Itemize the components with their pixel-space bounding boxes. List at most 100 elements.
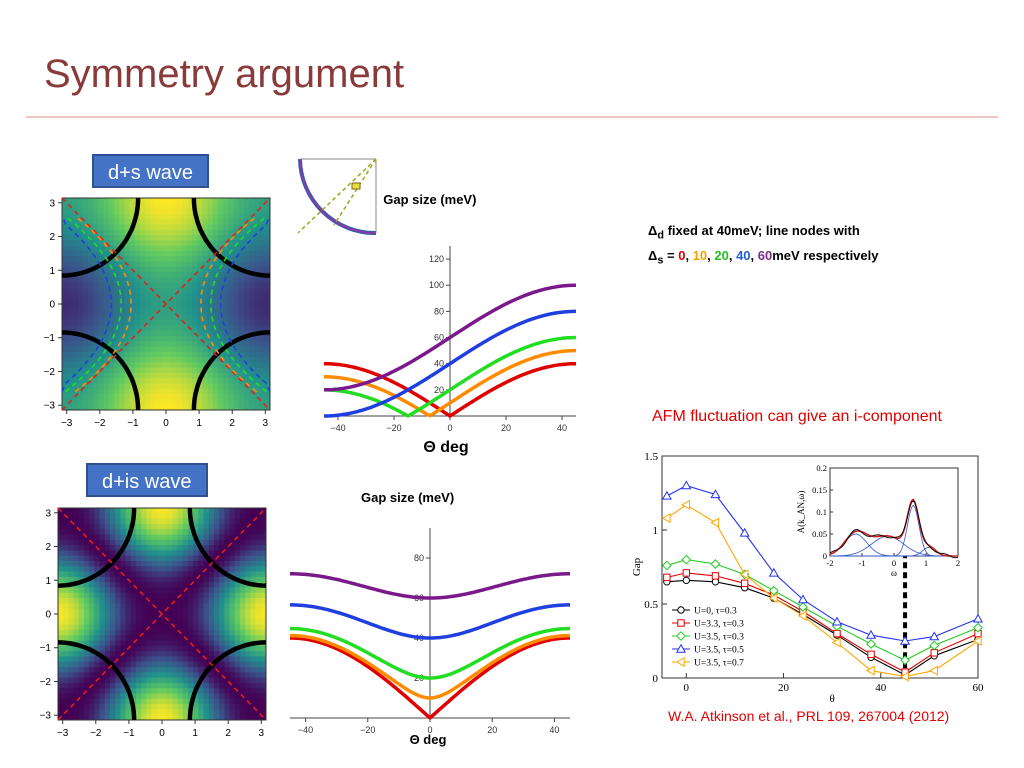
y-tick-label: 120 [429,254,444,264]
y-tick-label: 1 [45,576,51,587]
inset-x-label: ω [891,568,897,578]
legend-label: U=3.5, τ=0.3 [694,633,744,643]
y-tick-label: 0.5 [644,599,658,611]
data-point [739,527,750,537]
y-tick-label: 80 [434,306,444,316]
y-tick-label: 0 [45,610,51,621]
x-tick-label: −40 [298,725,313,735]
legend-label: U=3.3, τ=0.3 [694,620,744,630]
x-tick-label: 1 [196,418,202,429]
inset-x-tick-label: 0 [892,558,896,568]
citation: W.A. Atkinson et al., PRL 109, 267004 (2… [668,708,950,724]
legend-label: U=0, τ=0.3 [694,607,737,617]
x-tick-label: 20 [778,682,790,694]
x-tick-label: −20 [360,725,375,735]
data-point [831,616,843,626]
data-point [710,489,721,499]
x-tick-label: 20 [501,423,511,433]
slide-title: Symmetry argument [44,52,405,96]
data-point [768,567,779,577]
inset-x-tick-label: 1 [924,558,928,568]
data-point [900,635,911,645]
x-tick-label: −3 [61,418,73,429]
y-tick-label: 1 [653,525,659,537]
data-point [711,572,720,580]
node-line [57,507,267,721]
inset-x-tick-label: 2 [956,558,960,568]
series-line-s0 [324,361,576,418]
x-tick-label: 2 [225,728,231,739]
x-tick-label: 0 [163,418,169,429]
legend-label: U=3.5, τ=0.7 [694,659,744,669]
y-tick-label: −1 [44,333,56,344]
data-point [710,559,721,569]
heatmap-dis-wave: −3 −3 −2 −2 −1 −1 0 0 1 1 2 2 3 3 [40,507,267,739]
data-point [661,560,672,571]
chart-title: Gap size (meV) [361,490,454,505]
y-tick-label: 1 [49,266,55,277]
data-point [865,665,875,676]
legend-label: U=3.5, τ=0.5 [694,646,744,656]
node-contour [74,215,133,393]
data-point [681,499,691,510]
x-tick-label: 0 [684,682,690,694]
series-line-s40 [324,309,576,418]
data-point [866,639,876,649]
y-tick-label: −3 [40,711,52,722]
y-tick-label: −1 [40,643,52,654]
y-tick-label: 2 [49,232,55,243]
x-tick-label: 40 [557,423,567,433]
y-tick-label: 2 [45,542,51,553]
x-axis-label: Θ deg [423,439,468,456]
data-point [682,569,691,577]
data-point [675,643,687,653]
data-point [900,655,910,666]
y-axis-label: Gap [631,557,643,576]
x-tick-label: 3 [263,418,269,429]
x-tick-label: 60 [973,682,985,694]
data-point [677,619,685,627]
data-point [929,640,940,651]
data-point [739,569,749,580]
data-point [681,554,692,565]
y-tick-label: 80 [414,553,424,563]
x-tick-label: −1 [123,728,135,739]
y-tick-label: 100 [429,280,444,290]
data-point [797,594,809,604]
y-tick-label: 40 [434,359,444,369]
gap-chart-ds: Gap size (meV) −40 −20 0 20 40 20 40 60 80 100 120 Θ… [323,192,577,456]
series-line-s20 [323,335,577,418]
inset-y-tick-label: 0.15 [812,485,827,495]
series-line-s40 [290,603,570,640]
node-line [61,197,271,411]
paper-legend: U=0, τ=0.3 U=3.3, τ=0.3 U=3.5, τ=0.3 U=3.5,… [672,606,744,669]
data-point [972,613,984,623]
sketch-angle-box [351,182,361,190]
x-axis-label: Θ deg [410,732,447,747]
data-point [972,635,982,647]
paper-series-4 [661,499,982,682]
badge-ds-wave: d+s wave [92,154,210,188]
data-point [929,665,938,676]
node-diagonals [61,197,271,411]
badge-dis-wave: d+is wave [86,463,208,497]
x-tick-label: 0 [447,423,452,433]
title-divider [26,116,998,118]
x-tick-label: 0 [159,728,165,739]
y-tick-label: 3 [45,508,51,519]
series-line-s20 [290,626,570,680]
data-point [768,585,779,596]
node-contour [64,215,123,393]
x-tick-label: −2 [90,728,102,739]
y-tick-label: −2 [44,367,56,378]
data-point [710,517,720,528]
x-tick-label: 20 [487,725,497,735]
afm-caption: AFM fluctuation can give an i-component [652,408,942,425]
y-tick-label: 0 [653,673,659,685]
series-line-s60 [290,572,570,600]
data-point [676,631,686,641]
heatmap-cells [58,508,267,721]
x-tick-label: 0 [427,725,432,735]
